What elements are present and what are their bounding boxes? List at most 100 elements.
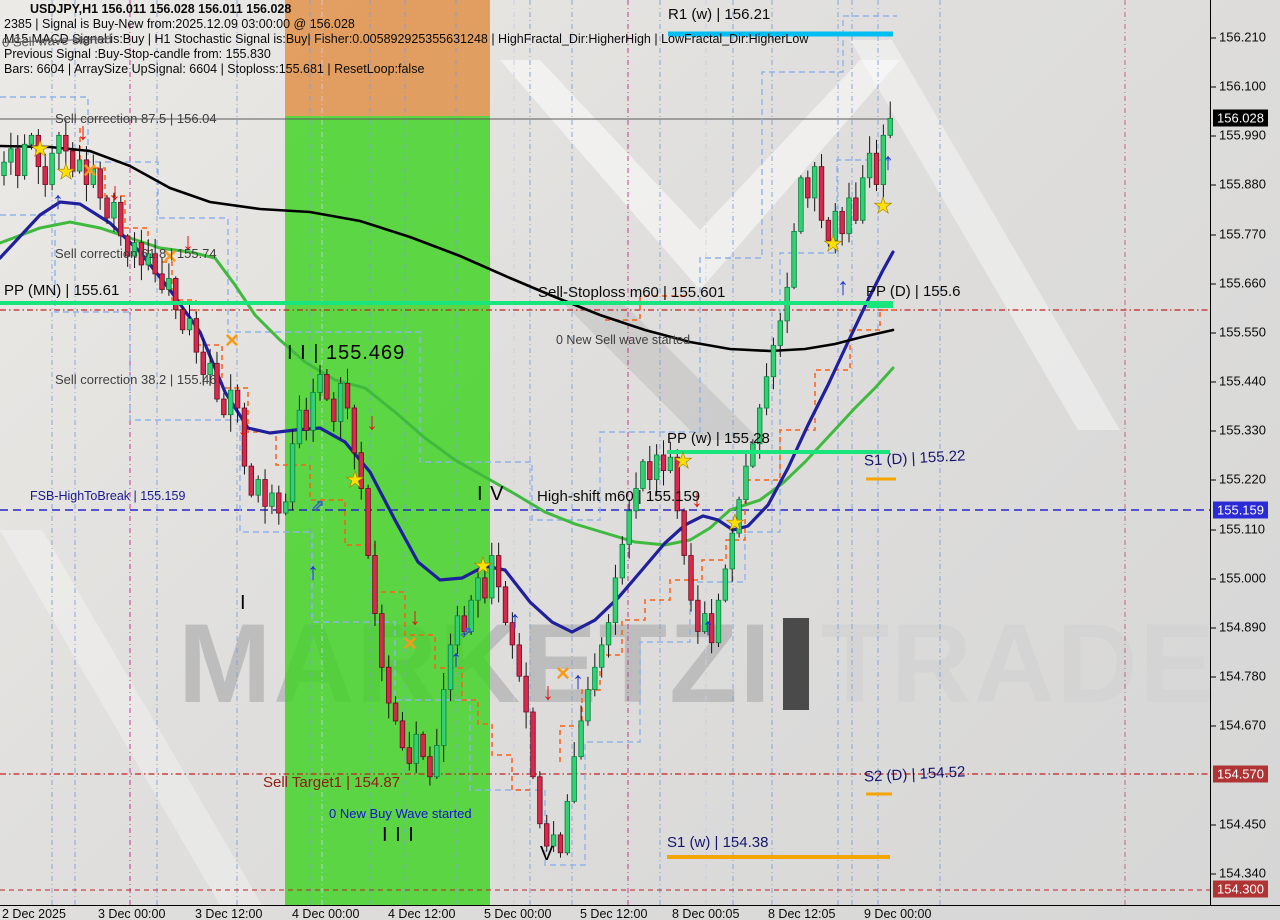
price-axis[interactable]: 156.210 156.100 155.990 155.880 155.770 155.6… [1210, 0, 1280, 905]
marker-x: ✕ [82, 161, 98, 182]
annotation-sell-corr-875[interactable]: Sell correction 87.5 | 156.04 [55, 111, 217, 126]
annotation-pp-w[interactable]: PP (w) | 155.28 [667, 430, 770, 447]
candle [578, 720, 584, 758]
annotation-sell-target1[interactable]: Sell Target1 | 154.87 [263, 774, 401, 791]
marker-up: ↑ [837, 273, 849, 300]
marker-ne: ⇗ [312, 497, 325, 514]
time-axis[interactable]: 2 Dec 2025 3 Dec 00:00 3 Dec 12:00 4 Dec 00… [0, 905, 1280, 920]
candle [805, 177, 811, 199]
candle [784, 286, 790, 322]
annotation-r1-w[interactable]: R1 (w) | 156.21 [668, 6, 771, 23]
candle [15, 148, 21, 176]
marker-star: ★ [725, 510, 745, 535]
header-symbol-ohlc: USDJPY,H1 156.011 156.028 156.011 156.02… [30, 2, 292, 16]
candle [406, 747, 413, 764]
candle [791, 231, 797, 288]
annotation-high-shift-m60[interactable]: High-shift m60 | 155.159 [537, 488, 701, 505]
annotation-sell-corr-382[interactable]: Sell correction 38.2 | 155.46 [55, 372, 217, 387]
annotation-wave-iii[interactable]: I I I [382, 824, 415, 846]
time-label: 4 Dec 12:00 [388, 907, 456, 920]
price-highlight: 155.159 [1213, 501, 1268, 519]
annotation-pp-mn[interactable]: PP (MN) | 155.61 [4, 282, 120, 299]
candle [344, 383, 351, 409]
time-label: 4 Dec 00:00 [292, 907, 360, 920]
candle [49, 152, 55, 185]
candle [413, 733, 419, 764]
candle [118, 201, 124, 237]
annotation-wave-iv[interactable]: I V [477, 483, 505, 505]
candle [750, 443, 756, 467]
annotation-s2-d[interactable]: S2 (D) | 154.52 [863, 763, 966, 786]
watermark: MARKETZI TRADE [178, 608, 1216, 720]
price-tick: 155.550 [1211, 324, 1266, 340]
price-tick: 156.100 [1211, 78, 1266, 94]
candle [70, 150, 76, 172]
annotation-new-buy-wave[interactable]: 0 New Buy Wave started [329, 806, 472, 821]
annotation-s1-w[interactable]: S1 (w) | 154.38 [667, 834, 769, 851]
time-label: 9 Dec 00:00 [864, 907, 932, 920]
candle [619, 543, 625, 579]
candle [434, 745, 440, 778]
candle [667, 456, 674, 471]
price-highlight: 156.028 [1213, 109, 1268, 127]
candle [83, 159, 90, 185]
candle [729, 532, 735, 570]
marker-star: ★ [823, 231, 843, 256]
time-label: 5 Dec 12:00 [580, 907, 648, 920]
candle [303, 409, 309, 431]
candle [427, 756, 433, 778]
watermark-part1: MARKETZI [178, 601, 773, 726]
annotation-wave-ii[interactable]: I I | 155.469 [287, 342, 406, 364]
candle [241, 407, 248, 467]
header-bars-info: Bars: 6604 | ArraySize UpSignal: 6604 | … [4, 62, 425, 76]
candle [97, 168, 103, 199]
marker-dn: ↓ [109, 178, 121, 205]
annotation-new-sell-wave[interactable]: 0 New Sell wave started [556, 333, 691, 347]
candle [626, 510, 632, 545]
marker-dn: ↓ [366, 408, 378, 435]
candle [76, 159, 83, 172]
candle [282, 501, 289, 514]
annotation-sell-corr-618[interactable]: Sell correction 61.8 | 155.74 [55, 246, 217, 261]
candle [248, 465, 255, 496]
candle [324, 374, 330, 400]
annotation-fsb-high-to-break[interactable]: FSB-HighToBreak | 155.159 [30, 489, 186, 503]
candle [798, 177, 804, 232]
annotation-wave-v[interactable]: V [540, 843, 555, 865]
candle [880, 134, 887, 185]
marker-star: ★ [30, 136, 50, 161]
candle [255, 479, 261, 496]
price-highlight: 154.570 [1213, 765, 1268, 783]
candle [337, 383, 344, 422]
price-tick: 155.880 [1211, 176, 1266, 192]
price-tick: 155.770 [1211, 226, 1266, 242]
candle [887, 117, 893, 136]
candle [63, 134, 69, 152]
candle [262, 479, 268, 507]
candle [660, 454, 667, 471]
candle [21, 143, 28, 176]
candle [495, 555, 502, 588]
candle [866, 152, 873, 179]
marker-star: ★ [473, 553, 493, 578]
candle [35, 134, 42, 168]
price-tick: 154.670 [1211, 717, 1266, 733]
annotation-wave-i[interactable]: I [240, 592, 247, 614]
time-label: 3 Dec 12:00 [195, 907, 263, 920]
annotation-sell-stoploss-m60[interactable]: Sell-Stoploss m60 | 155.601 [538, 284, 726, 301]
candle [853, 197, 859, 221]
candle [90, 168, 97, 185]
candle [736, 499, 742, 534]
candle [564, 800, 571, 854]
candle [166, 277, 172, 290]
candle [873, 152, 880, 185]
marker-star: ★ [673, 448, 693, 473]
candle [777, 320, 784, 346]
candle [770, 345, 777, 378]
candle [42, 166, 48, 185]
annotation-pp-d[interactable]: PP (D) | 155.6 [866, 283, 961, 300]
annotation-s1-d[interactable]: S1 (D) | 155.22 [863, 447, 966, 470]
candle [571, 756, 577, 802]
candle [688, 555, 694, 601]
